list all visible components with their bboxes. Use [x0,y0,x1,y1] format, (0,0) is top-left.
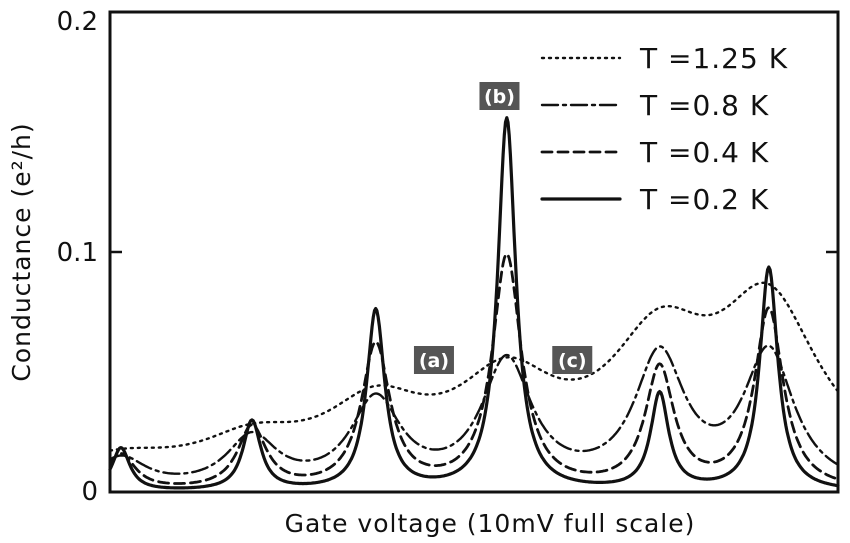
y-tick-label-2: 0.2 [57,7,98,37]
plot-frame [108,10,840,494]
y-axis-title: Conductance (e²/h) [7,122,36,381]
marker-box-1 [479,82,520,110]
series-line-dashed [108,252,840,485]
series-line-dashdot [108,344,840,475]
y-ticks: 0 0.1 0.2 [57,7,838,507]
legend-label-solid: T =0.2 K [639,183,769,216]
y-tick-label-0: 0 [81,477,98,507]
legend-label-dashdot: T =0.8 K [639,89,769,122]
x-axis-title: Gate voltage (10mV full scale) [285,509,696,538]
marker-label-2: (c) [558,350,587,372]
marker-box-2 [552,346,593,374]
marker-label-0: (a) [419,350,449,372]
legend: T =1.25 K T =0.8 K T =0.4 K T =0.2 K [540,42,788,216]
curves [108,116,840,490]
legend-label-dashed: T =0.4 K [639,136,769,169]
panel-markers: (a) (b) (c) [413,82,593,374]
legend-label-dotted: T =1.25 K [639,42,788,75]
series-line-solid [108,116,840,490]
marker-box-0 [413,346,454,374]
y-tick-label-1: 0.1 [57,238,98,268]
marker-label-1: (b) [484,86,515,108]
series-line-dotted [108,281,840,452]
